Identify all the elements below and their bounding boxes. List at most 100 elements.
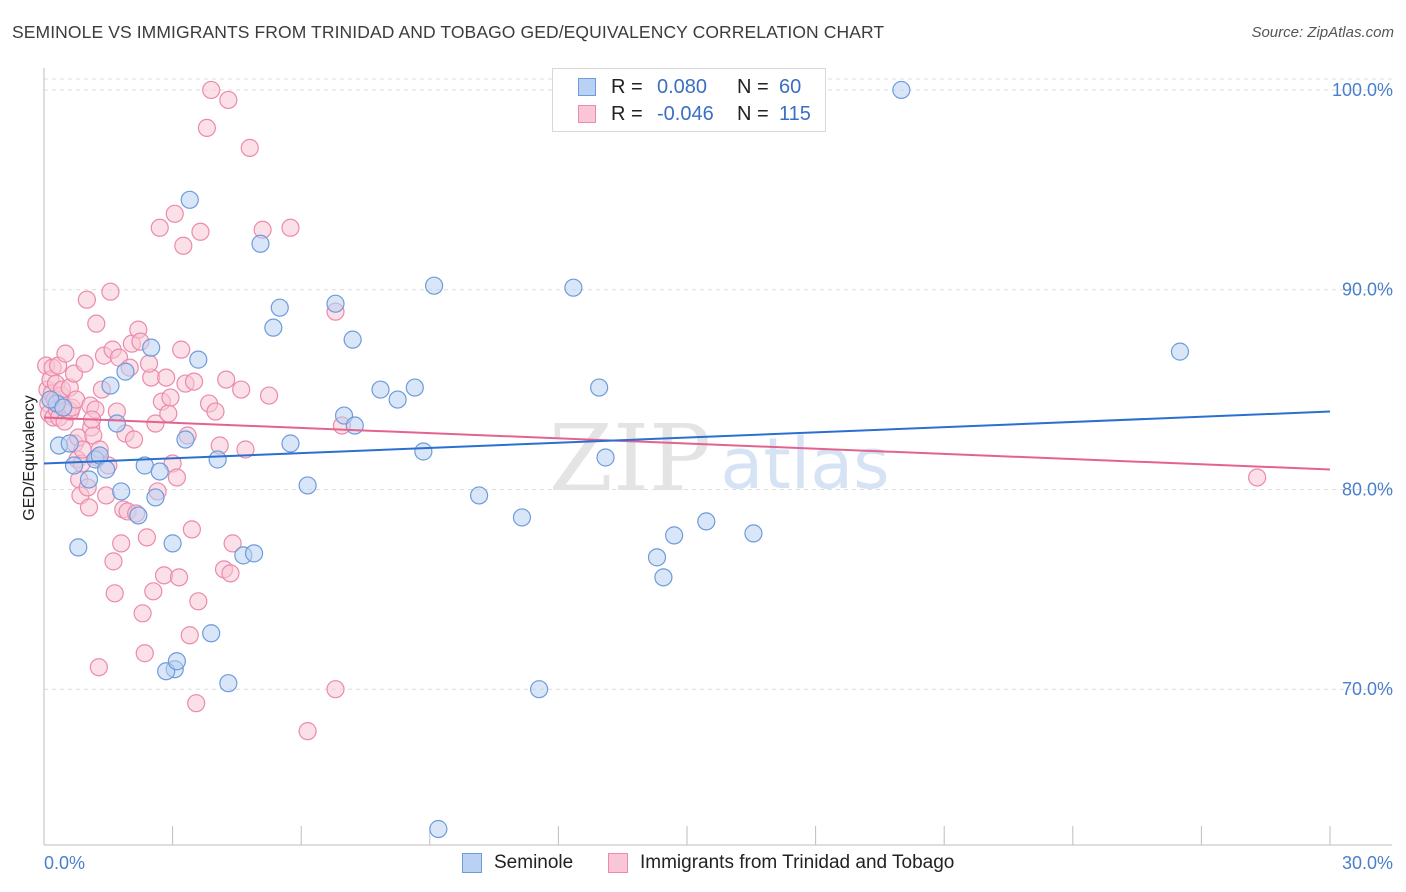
legend-label-seminole: Seminole — [494, 852, 574, 873]
data-point-seminole — [180, 190, 199, 209]
data-point-trinidad — [137, 528, 156, 547]
data-point-seminole — [219, 674, 238, 693]
legend-item-seminole[interactable]: Seminole — [462, 852, 573, 874]
data-point-trinidad — [112, 534, 131, 553]
data-point-seminole — [298, 476, 317, 495]
data-point-trinidad — [146, 414, 165, 433]
data-point-trinidad — [189, 592, 208, 611]
data-point-trinidad — [169, 568, 189, 587]
data-point-seminole — [60, 434, 79, 453]
data-point-trinidad — [139, 354, 159, 373]
data-point-trinidad — [202, 80, 221, 100]
data-point-trinidad — [240, 138, 259, 157]
y-tick-label: 90.0% — [1342, 280, 1393, 300]
data-point-trinidad — [87, 314, 106, 333]
data-point-trinidad — [191, 222, 210, 241]
legend-row-seminole: R = 0.080 N = 60 — [553, 74, 801, 100]
data-point-seminole — [414, 442, 433, 461]
watermark: ZIP atlas — [549, 405, 890, 512]
y-tick-label: 100.0% — [1332, 80, 1393, 100]
legend-row-trinidad: R = -0.046 N = 115 — [553, 101, 811, 127]
data-point-trinidad — [180, 626, 199, 645]
data-point-seminole — [647, 548, 667, 567]
trend-line-trinidad — [43, 416, 1331, 471]
data-point-seminole — [388, 390, 407, 409]
data-point-seminole — [281, 434, 300, 453]
data-point-trinidad — [223, 534, 242, 553]
legend-r-value: 0.080 — [657, 75, 708, 98]
legend-n-label: N = — [737, 102, 769, 125]
data-point-seminole — [564, 278, 583, 297]
data-point-trinidad — [75, 354, 94, 373]
data-point-trinidad — [161, 388, 180, 407]
data-point-trinidad — [219, 90, 238, 110]
data-point-seminole — [326, 294, 345, 313]
data-point-trinidad — [105, 584, 124, 603]
data-point-seminole — [64, 456, 84, 475]
data-point-seminole — [69, 538, 88, 557]
series-legend: Seminole Immigrants from Trinidad and To… — [0, 852, 1406, 878]
chart-title: SEMINOLE VS IMMIGRANTS FROM TRINIDAD AND… — [12, 22, 885, 42]
data-point-seminole — [167, 652, 186, 671]
data-point-trinidad — [77, 290, 96, 309]
data-point-seminole — [163, 534, 182, 553]
data-point-trinidad — [133, 604, 152, 623]
data-point-trinidad — [1248, 468, 1267, 487]
data-point-trinidad — [172, 340, 191, 359]
watermark-atlas: atlas — [720, 423, 889, 505]
data-point-seminole — [530, 680, 549, 699]
data-point-seminole — [176, 430, 195, 449]
trend-line-seminole — [43, 410, 1331, 465]
data-point-seminole — [264, 318, 283, 337]
data-point-seminole — [129, 506, 148, 525]
data-point-trinidad — [154, 566, 174, 585]
data-point-seminole — [1170, 342, 1190, 361]
data-point-seminole — [54, 398, 73, 417]
data-point-seminole — [429, 819, 448, 839]
data-point-trinidad — [56, 344, 75, 363]
trend-lines — [43, 410, 1331, 471]
data-point-trinidad — [281, 218, 300, 237]
data-point-trinidad — [167, 468, 186, 487]
data-point-trinidad — [182, 520, 201, 539]
data-point-trinidad — [221, 564, 240, 583]
data-point-trinidad — [232, 380, 251, 399]
data-point-seminole — [202, 624, 221, 643]
data-point-seminole — [405, 378, 424, 397]
data-point-seminole — [112, 482, 131, 501]
data-point-trinidad — [165, 204, 184, 223]
data-point-seminole — [270, 298, 289, 317]
legend-r-value: -0.046 — [657, 102, 714, 125]
y-tick-label: 70.0% — [1342, 679, 1393, 699]
data-point-seminole — [142, 338, 161, 357]
tick-labels: 70.0% 80.0% 90.0% 100.0% 0.0% 30.0% — [44, 80, 1393, 873]
data-point-seminole — [146, 488, 165, 507]
data-point-trinidad — [135, 644, 154, 663]
data-point-seminole — [590, 378, 609, 397]
data-point-trinidad — [206, 402, 225, 421]
legend-swatch-trinidad — [608, 853, 628, 873]
x-tick-label: 30.0% — [1342, 853, 1393, 873]
data-point-seminole — [189, 350, 208, 369]
source-credit: Source: ZipAtlas.com — [1251, 24, 1394, 41]
legend-swatch-pink — [578, 105, 596, 123]
data-point-seminole — [150, 462, 169, 481]
series-seminole — [41, 80, 1190, 839]
data-point-trinidad — [159, 404, 178, 423]
data-point-seminole — [697, 512, 716, 531]
legend-n-label: N = — [737, 75, 769, 98]
legend-label-trinidad: Immigrants from Trinidad and Tobago — [640, 852, 955, 873]
data-point-trinidad — [174, 236, 193, 255]
data-point-seminole — [596, 448, 615, 467]
data-point-trinidad — [184, 372, 204, 391]
data-point-seminole — [371, 380, 390, 399]
data-point-trinidad — [97, 486, 116, 505]
axes — [43, 68, 1392, 846]
data-point-trinidad — [217, 370, 236, 389]
legend-item-trinidad[interactable]: Immigrants from Trinidad and Tobago — [608, 852, 954, 874]
data-point-seminole — [107, 414, 126, 433]
data-point-seminole — [744, 524, 763, 543]
data-point-trinidad — [79, 498, 99, 517]
data-point-seminole — [424, 276, 444, 295]
